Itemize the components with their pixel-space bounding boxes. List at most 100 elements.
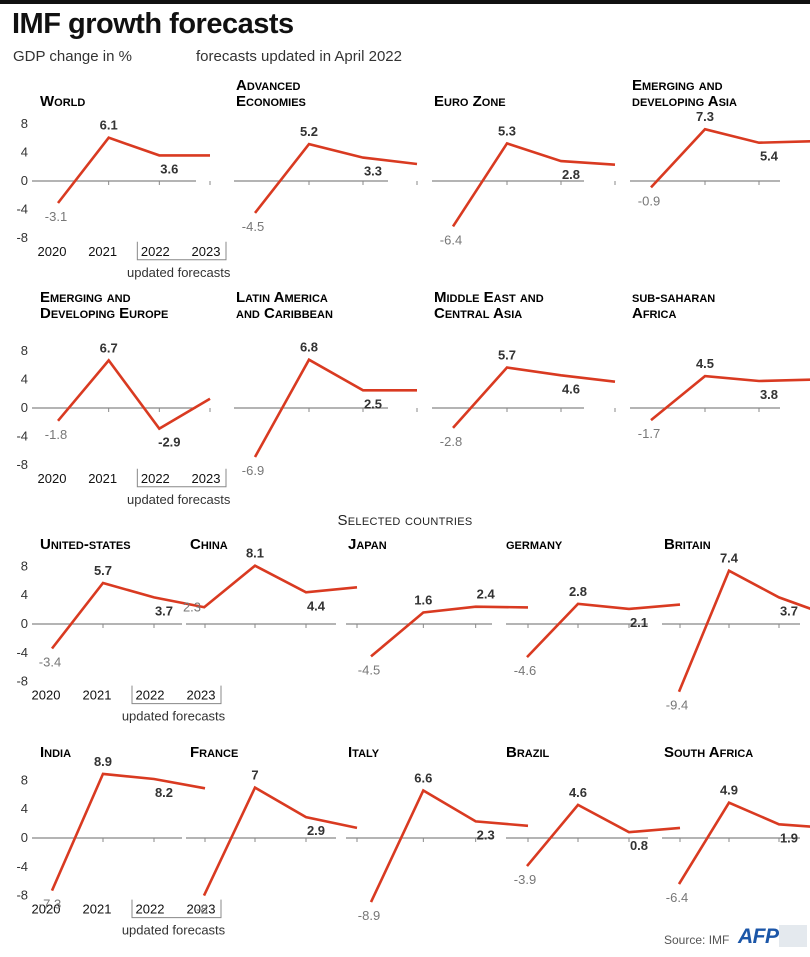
data-label: 5.2 [300, 124, 318, 139]
section-label: Selected countries [337, 512, 473, 529]
x-tick-label: 2023 [187, 688, 216, 703]
forecast-note: updated forecasts [122, 709, 226, 724]
data-label: 7.4 [720, 551, 739, 566]
panel-title: germany [506, 536, 563, 553]
y-tick-label: 0 [21, 400, 28, 415]
source-note: Source: IMF [664, 933, 730, 947]
data-label: 8.1 [246, 546, 264, 561]
y-tick-label: -4 [16, 428, 28, 443]
series-line [451, 141, 616, 228]
data-label: -7.3 [39, 897, 61, 912]
data-label: 3.7 [155, 603, 173, 618]
panel-title: India [40, 744, 71, 761]
forecast-update-note: forecasts updated in April 2022 [196, 48, 402, 65]
forecast-note: updated forecasts [127, 492, 231, 507]
x-tick-label: 2023 [192, 244, 221, 259]
y-tick-label: 4 [21, 372, 28, 387]
panel-japan: Japan -4.5 1.6 2.4 [346, 536, 529, 677]
panel-title: France [190, 744, 238, 761]
data-label: -2.9 [158, 435, 180, 450]
y-tick-label: 4 [21, 145, 28, 160]
panel-title: Advanced Economies [236, 77, 306, 110]
series-line [50, 581, 206, 650]
top-rule [0, 0, 810, 4]
data-label: -2.8 [440, 434, 462, 449]
data-label: 4.9 [720, 783, 738, 798]
photo-credit-mark [779, 925, 807, 947]
data-label: 2.4 [477, 587, 496, 602]
panel-title: Emerging and developing Asia [632, 77, 737, 110]
data-label: 5.3 [498, 123, 516, 138]
data-label: 3.6 [160, 161, 178, 176]
data-label: 1.9 [780, 830, 798, 845]
series-line [253, 142, 418, 214]
forecast-note: updated forecasts [122, 923, 226, 938]
data-label: -0.9 [638, 193, 660, 208]
data-label: -4.5 [358, 662, 380, 677]
data-label: 3.8 [760, 387, 778, 402]
series-line [526, 602, 681, 658]
y-tick-label: -8 [16, 674, 28, 689]
x-tick-label: 2020 [32, 688, 61, 703]
panel-title: China [190, 536, 228, 553]
panel-title: Latin America and Caribbean [236, 289, 333, 322]
data-label: -6.4 [440, 232, 462, 247]
series-line [369, 788, 529, 903]
panel-title: Japan [348, 536, 387, 553]
data-label: 2.8 [569, 584, 587, 599]
panel-title: Britain [664, 536, 711, 553]
data-label: -3.9 [514, 872, 536, 887]
data-label: -9.4 [666, 698, 688, 713]
y-tick-label: 8 [21, 772, 28, 787]
data-label: 2.9 [307, 823, 325, 838]
data-label: 1.6 [414, 592, 432, 607]
x-tick-label: 2021 [83, 902, 112, 917]
series-line [452, 366, 616, 429]
data-label: 6.6 [414, 770, 432, 785]
data-label: 6.7 [100, 340, 118, 355]
series-line [253, 357, 417, 458]
afp-logo: AFP [738, 925, 779, 948]
y-tick-label: 0 [21, 616, 28, 631]
x-tick-label: 2022 [141, 471, 170, 486]
data-label: 0.8 [630, 838, 648, 853]
panel-title: Brazil [506, 744, 549, 761]
subtitle: GDP change in % [13, 48, 132, 65]
data-label: 3.3 [364, 164, 382, 179]
panel-britain: Britain -9.4 7.4 3.7 [662, 536, 810, 713]
panel-title: Middle East and Central Asia [434, 289, 544, 322]
data-label: 2.3 [183, 599, 201, 614]
x-tick-label: 2023 [187, 902, 216, 917]
panel-france: France -8 7 2.9 [186, 744, 358, 917]
y-tick-label: -4 [16, 201, 28, 216]
panel-euro-zone: Euro Zone -6.4 5.3 2.8 [432, 93, 616, 247]
data-label: 3.7 [780, 603, 798, 618]
panel-title: World [40, 93, 85, 110]
panel-world: World 8 4 0 -4 -8 2020 2021 2022 2023 updated fore… [16, 93, 230, 280]
data-label: 4.6 [562, 381, 580, 396]
data-label: -1.8 [45, 427, 67, 442]
panel-brazil: Brazil -3.9 4.6 0.8 [506, 744, 681, 887]
panel-emerging-and-developing-asia: Emerging and developing Asia -0.9 7.3 5.4 [630, 77, 810, 208]
panel-india: India 8 4 0 -4 -8 2020 2021 2022 2023 updated fore… [16, 744, 225, 938]
x-tick-label: 2021 [83, 688, 112, 703]
forecast-bracket [136, 241, 227, 261]
panel-italy: Italy -8.9 6.6 2.3 [346, 744, 529, 923]
panel-south-africa: South Africa -6.4 4.9 1.9 [662, 744, 810, 905]
x-tick-label: 2021 [88, 471, 117, 486]
forecast-bracket [131, 899, 222, 919]
data-label: 2.3 [477, 827, 495, 842]
y-tick-label: -4 [16, 859, 28, 874]
data-label: -1.7 [638, 426, 660, 441]
data-label: -6.4 [666, 890, 688, 905]
panel-advanced-economies: Advanced Economies -4.5 5.2 3.3 [234, 77, 418, 234]
x-tick-label: 2020 [38, 471, 67, 486]
y-tick-label: -8 [16, 457, 28, 472]
y-tick-label: 0 [21, 830, 28, 845]
y-tick-label: -8 [16, 230, 28, 245]
forecast-bracket [131, 685, 222, 705]
data-label: 5.7 [498, 348, 516, 363]
series-line [202, 785, 358, 897]
series-line [50, 772, 206, 892]
